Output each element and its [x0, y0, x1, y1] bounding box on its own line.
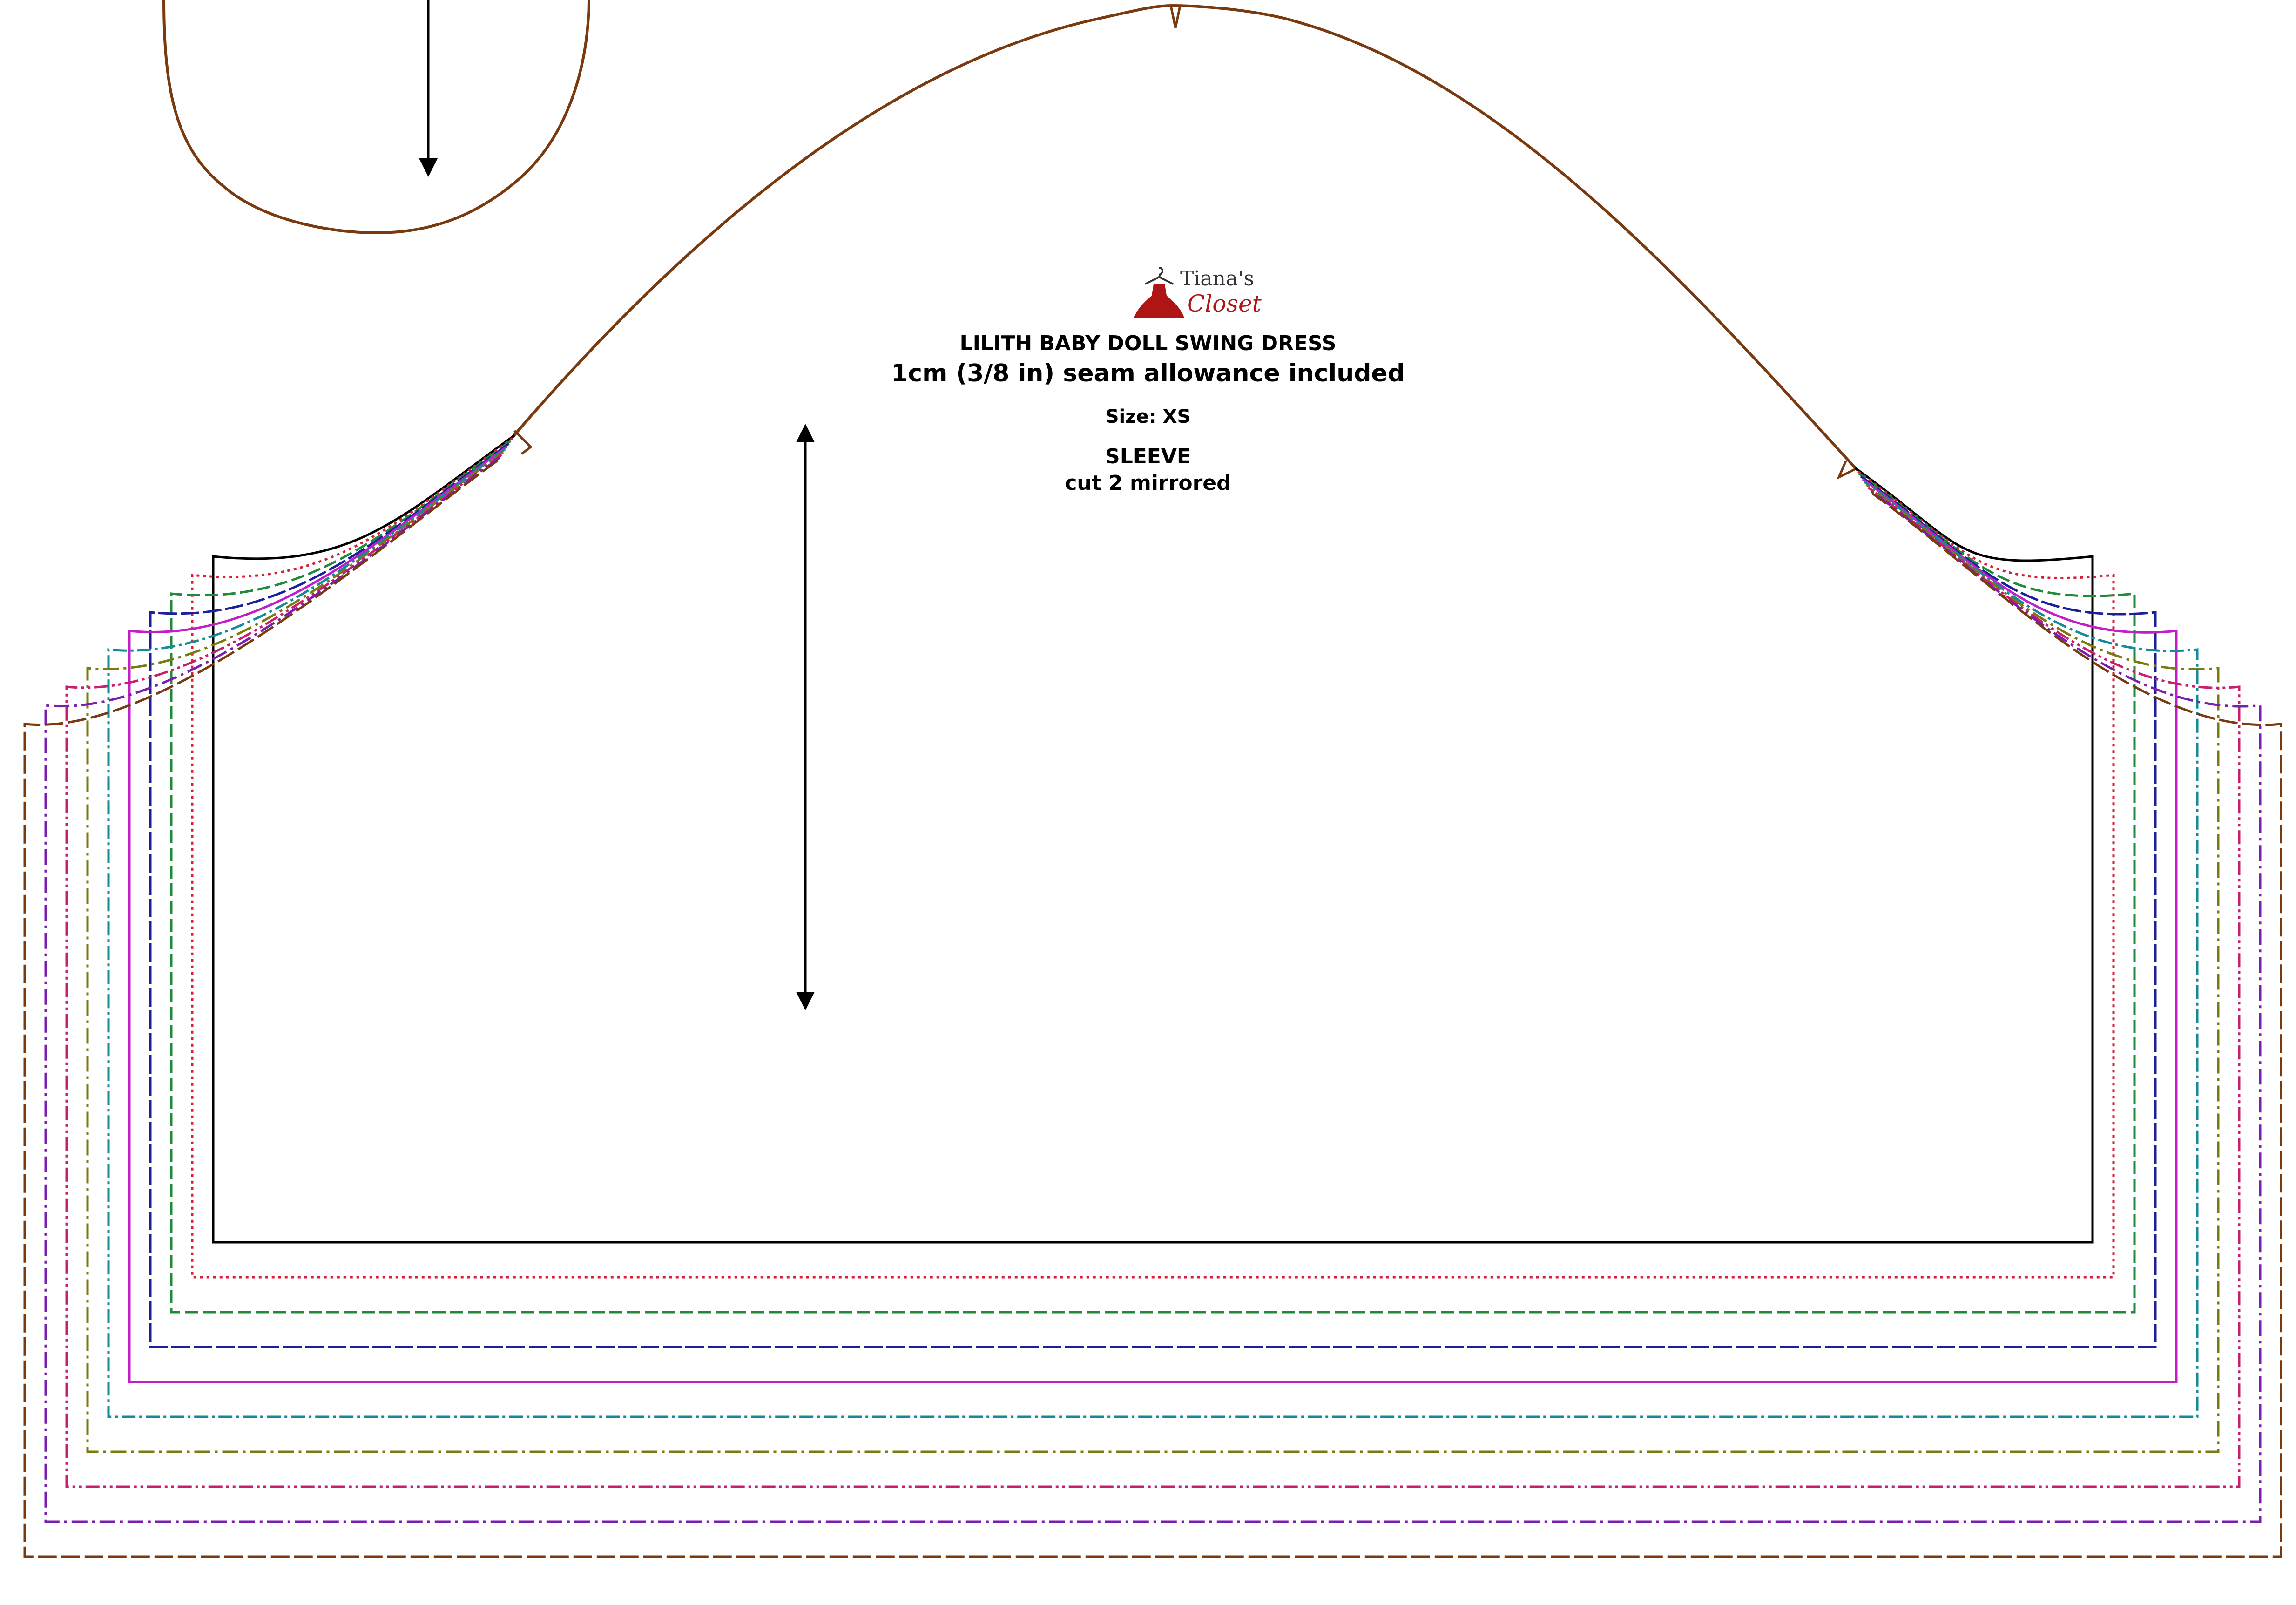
brand-logo: Tiana's Closet	[1136, 263, 1276, 328]
back-notch	[1837, 461, 1858, 480]
size-outline-9	[23, 459, 2282, 1558]
front-notch	[513, 430, 533, 455]
size-outline-2	[170, 440, 2136, 1314]
piece-name: SLEEVE	[1105, 445, 1191, 468]
size-outlines	[23, 434, 2282, 1558]
size-outline-4	[128, 445, 2178, 1383]
adjacent-piece-outline	[162, 0, 590, 235]
brand-name-top: Tiana's	[1180, 267, 1254, 291]
size-outline-1	[191, 437, 2115, 1279]
cut-instruction: cut 2 mirrored	[1065, 471, 1231, 495]
sleeve-cap-curve	[511, 4, 1859, 472]
size-outline-6	[86, 451, 2220, 1453]
size-outline-3	[149, 442, 2157, 1348]
brand-name-bottom: Closet	[1187, 290, 1262, 317]
size-outline-5	[107, 448, 2199, 1418]
shoulder-notch	[1169, 5, 1182, 28]
dress-on-hanger-icon	[1134, 267, 1184, 318]
pattern-title: LILITH BABY DOLL SWING DRESS	[959, 332, 1337, 355]
seam-allowance-note: 1cm (3/8 in) seam allowance included	[891, 359, 1405, 387]
size-label: Size: XS	[1105, 406, 1191, 427]
size-outline-0	[212, 434, 2094, 1244]
size-outline-7	[65, 454, 2241, 1488]
size-outline-8	[44, 456, 2262, 1523]
